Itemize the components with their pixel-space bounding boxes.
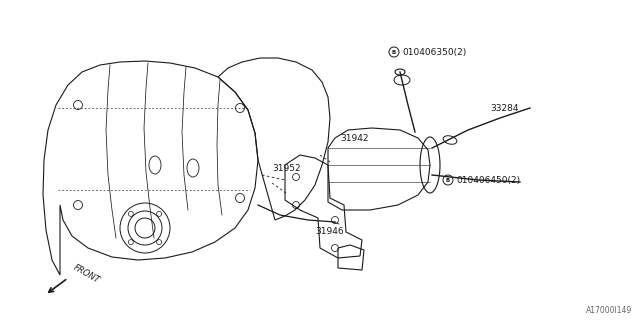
- Text: 33284: 33284: [490, 103, 518, 113]
- Text: 010406450(2): 010406450(2): [456, 175, 520, 185]
- Text: 31942: 31942: [340, 133, 369, 142]
- Text: 31952: 31952: [272, 164, 301, 172]
- Text: B: B: [446, 178, 450, 182]
- Text: FRONT: FRONT: [72, 263, 101, 285]
- Text: 31946: 31946: [315, 228, 344, 236]
- Text: B: B: [392, 50, 396, 54]
- Text: A17000I149: A17000I149: [586, 306, 632, 315]
- Text: 010406350(2): 010406350(2): [402, 47, 467, 57]
